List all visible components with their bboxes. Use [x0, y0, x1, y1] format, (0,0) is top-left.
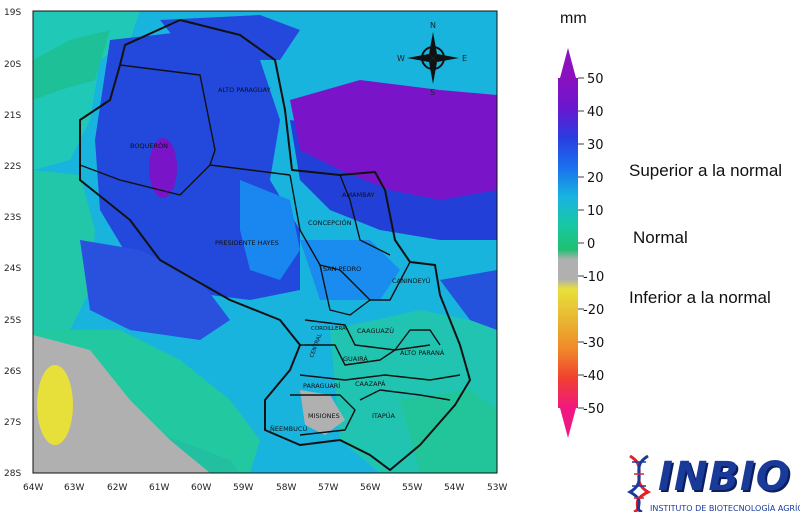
- colorbar-tick: 50: [587, 72, 604, 87]
- lat-tick: 20S: [4, 60, 21, 70]
- dept-label: CAAZAPÁ: [355, 379, 386, 388]
- compass-e: E: [462, 54, 467, 63]
- department-borders: [79, 64, 461, 436]
- dept-label: ALTO PARAGUAY: [218, 86, 271, 94]
- lon-axis: 64W 63W 62W 61W 60W 59W 58W 57W 56W 55W …: [23, 483, 507, 493]
- logo-wordmark: INBIO: [658, 454, 791, 500]
- colorbar-tick: 20: [587, 171, 604, 186]
- colorbar-tick: 10: [587, 204, 604, 219]
- lat-tick: 24S: [4, 264, 21, 274]
- dept-label: MISIONES: [308, 412, 340, 420]
- compass-w: W: [397, 54, 405, 63]
- colorbar-tick: -10: [583, 270, 604, 285]
- lon-tick: 56W: [360, 483, 380, 493]
- lat-tick: 19S: [4, 8, 21, 18]
- lat-tick: 26S: [4, 367, 21, 377]
- lon-tick: 61W: [149, 483, 169, 493]
- lon-tick: 59W: [233, 483, 253, 493]
- dept-label: ALTO PARANÁ: [400, 348, 445, 357]
- dept-label: SAN PEDRO: [323, 265, 361, 273]
- compass-n: N: [430, 21, 436, 30]
- lon-tick: 64W: [23, 483, 43, 493]
- lon-tick: 62W: [107, 483, 127, 493]
- lon-tick: 55W: [402, 483, 422, 493]
- lon-tick: 54W: [444, 483, 464, 493]
- dept-label: PARAGUARÍ: [303, 381, 340, 390]
- colorbar-tick: -30: [583, 336, 604, 351]
- colorbar-tick: 30: [587, 138, 604, 153]
- lat-tick: 27S: [4, 418, 21, 428]
- colorbar-tick: -40: [583, 369, 604, 384]
- country-outline: [79, 19, 471, 471]
- lon-tick: 53W: [487, 483, 507, 493]
- colorbar-tick: -50: [583, 402, 604, 417]
- dept-label: PRESIDENTE HAYES: [215, 239, 279, 247]
- inbio-logo: INBIO INSTITUTO DE BIOTECNOLOGÍA AGRÍCOL…: [620, 452, 800, 522]
- lat-tick: 23S: [4, 213, 21, 223]
- lon-tick: 57W: [318, 483, 338, 493]
- dept-label: AMAMBAY: [342, 191, 375, 199]
- lat-tick: 21S: [4, 111, 21, 121]
- map-frame: [32, 10, 498, 474]
- lat-tick: 28S: [4, 469, 21, 479]
- category-above-normal: Superior a la normal: [629, 161, 783, 180]
- dept-label: BOQUERÓN: [130, 141, 168, 150]
- colorbar: 50 40 30 20 10 0 -10 -20 -30 -40 -50: [558, 48, 604, 438]
- lon-tick: 60W: [191, 483, 211, 493]
- dept-label: ITAPÚA: [372, 411, 396, 420]
- category-normal: Normal: [633, 228, 688, 247]
- lat-axis: 19S 20S 21S 22S 23S 24S 25S 26S 27S 28S: [4, 8, 21, 479]
- dept-label: GUAIRÁ: [343, 354, 368, 363]
- colorbar-tick: 40: [587, 105, 604, 120]
- compass-rose-icon: N S W E: [397, 21, 467, 97]
- anomaly-field: [33, 11, 497, 473]
- category-below-normal: Inferior a la normal: [629, 288, 771, 307]
- colorbar-unit: mm: [560, 10, 587, 27]
- lon-tick: 63W: [64, 483, 84, 493]
- compass-s: S: [430, 88, 435, 97]
- colorbar-tick: 0: [587, 237, 595, 252]
- dept-label: CONCEPCIÓN: [308, 218, 352, 227]
- dept-label: CAAGUAZÚ: [357, 326, 394, 335]
- lat-tick: 25S: [4, 316, 21, 326]
- dept-label: ÑEEMBUCÚ: [270, 424, 307, 433]
- lon-tick: 58W: [276, 483, 296, 493]
- colorbar-tick: -20: [583, 303, 604, 318]
- dna-helix-icon: [627, 454, 652, 512]
- lat-tick: 22S: [4, 162, 21, 172]
- dept-label: CORDILLERA: [311, 326, 346, 332]
- logo-subtitle: INSTITUTO DE BIOTECNOLOGÍA AGRÍCOLA: [650, 504, 800, 513]
- dept-label: CANINDEYÚ: [392, 276, 431, 285]
